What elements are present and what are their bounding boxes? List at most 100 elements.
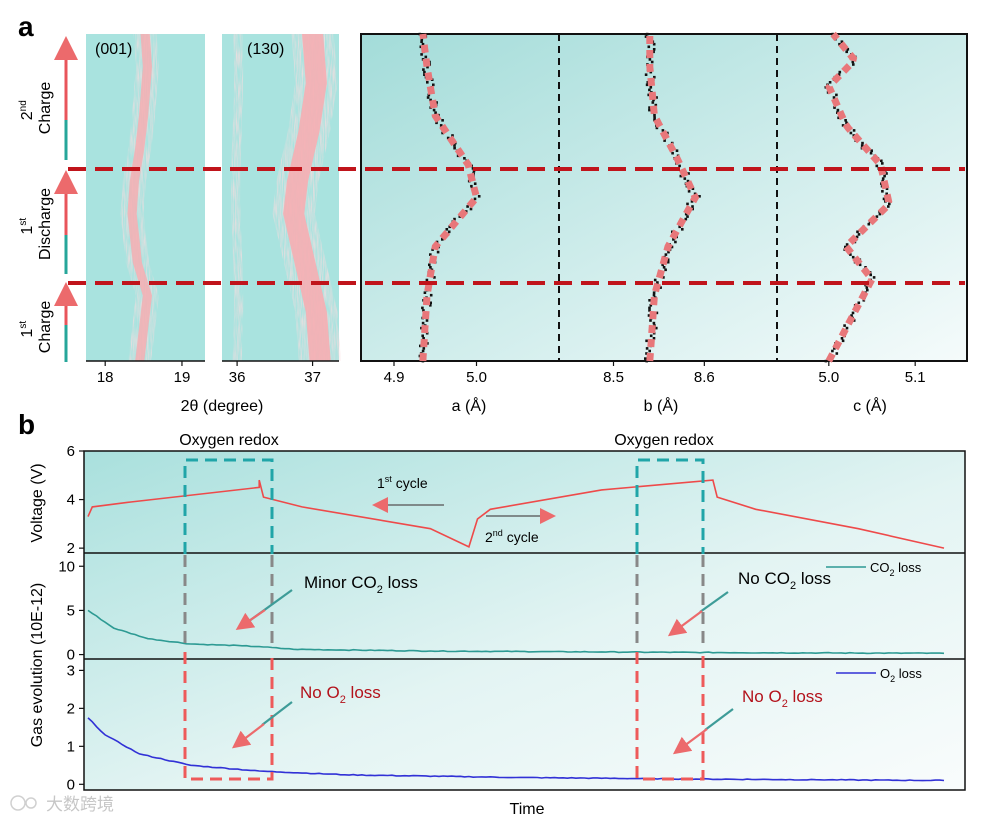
redox-box-1 (183, 458, 274, 781)
lattice-data-point (661, 129, 665, 132)
watermark-logo-icon (10, 795, 26, 811)
o2-annot-1: No O2 loss (300, 683, 381, 706)
voltage-axis: 2 4 6 (67, 443, 84, 557)
panel-b-letter: b (18, 409, 35, 440)
lattice-data-point (427, 93, 431, 97)
lattice-data-point (861, 141, 864, 145)
lattice-tick-label: 5.1 (905, 369, 926, 386)
redox-box-1-red (183, 652, 274, 781)
lattice-data-point (652, 50, 655, 54)
lattice-data-point (648, 306, 651, 310)
stage-label-num: 1 (19, 329, 36, 338)
lattice-data-point (667, 250, 670, 254)
lattice-panel: 4.9 5.0 8.5 8.6 5.0 5.1 (360, 31, 968, 386)
stage-label-1st-discharge: 1st Discharge (13, 188, 54, 260)
lattice-trend-line (646, 34, 700, 362)
lattice-data-point (881, 177, 885, 180)
lattice-data-point (832, 96, 836, 99)
lattice-data-point (421, 349, 425, 353)
lattice-xlabel-a: a (Å) (452, 396, 487, 415)
o2-axis: 0 1 2 3 (67, 662, 84, 793)
lattice-data-point (421, 334, 424, 338)
lattice-data-point (664, 253, 668, 256)
lattice-data-point (698, 195, 701, 198)
lattice-data-point (851, 60, 855, 64)
lattice-data-point (852, 129, 856, 132)
co2-annot-1: Minor CO2 loss (304, 573, 418, 596)
lattice-data-point (469, 207, 473, 211)
lattice-data-point (858, 263, 862, 267)
lattice-data-point (653, 75, 656, 79)
lattice-data-point (831, 32, 834, 36)
lattice-data-point (662, 276, 665, 279)
stage-label-sup: st (18, 321, 29, 329)
lattice-data-point (453, 144, 456, 147)
xrd-130-peak-right-core (283, 34, 331, 361)
lattice-data-point (422, 309, 425, 312)
lattice-data-point (851, 311, 855, 315)
redox-box-2-grey (635, 555, 705, 650)
o2-annot-2-sub: 2 (782, 698, 788, 710)
lattice-data-point (659, 286, 662, 289)
lattice-data-point (885, 172, 888, 175)
lattice-data-point (421, 306, 424, 310)
lattice-data-point (439, 124, 443, 127)
co2-annot-2-pre: No CO (738, 569, 790, 588)
lattice-data-point (447, 230, 451, 234)
xrd-001-peak-band (120, 34, 159, 361)
co2-annot-2-arrowhead-line (667, 610, 703, 637)
lattice-data-point (831, 349, 834, 353)
redox-label-2: Oxygen redox (614, 432, 714, 449)
xrd-panel-001: (001) 18 19 (86, 34, 205, 386)
lattice-data-point (649, 86, 653, 89)
voltage-axis-tick-label: 4 (67, 492, 75, 509)
voltage-axis-tick-label: 6 (67, 443, 75, 460)
cycle-1-num: 1 (377, 475, 385, 491)
lattice-data-point (645, 32, 649, 36)
o2-annot-2-arrow (704, 708, 734, 731)
co2-annot-2-arrow (699, 591, 729, 613)
lattice-data-point (435, 101, 438, 104)
lattice-data-point (878, 212, 882, 216)
lattice-data-point (426, 65, 429, 69)
co2-axis-tick-label: 10 (58, 558, 75, 575)
xrd-130-label: (130) (247, 41, 284, 58)
lattice-data-point (652, 291, 656, 294)
cycle-2-sup: nd (493, 528, 503, 538)
lattice-data-point (840, 40, 844, 43)
co2-legend-sub: 2 (890, 568, 895, 578)
lattice-data-point (852, 63, 855, 66)
lattice-data-point (664, 268, 667, 272)
lattice-data-point (684, 217, 688, 221)
lattice-data-point (421, 359, 425, 363)
lattice-data-point (451, 134, 454, 137)
lattice-data-point (835, 352, 839, 355)
lattice-data-point (652, 42, 656, 46)
lattice-data-point (855, 235, 859, 239)
lattice-data-point (649, 70, 653, 74)
lattice-data-point (429, 301, 432, 305)
lattice-data-point (675, 149, 679, 152)
lattice-axes: 4.9 5.0 8.5 8.6 5.0 5.1 (384, 361, 926, 386)
lattice-data-point (683, 177, 687, 180)
lattice-tick-label: 8.5 (603, 369, 624, 386)
o2-annot-1-arrowhead-line (231, 723, 265, 749)
lattice-data-point (477, 195, 481, 198)
co2-annot-2-post: loss (796, 569, 831, 588)
o2-legend-post: loss (895, 666, 922, 681)
watermark-text: 大数跨境 (46, 795, 114, 814)
lattice-data-point (828, 81, 832, 84)
lattice-data-point (648, 58, 652, 61)
panel-a-letter: a (18, 11, 34, 42)
lattice-data-point (429, 253, 432, 256)
lattice-data-point (856, 230, 859, 234)
lattice-data-point (655, 326, 658, 330)
co2-annot-1-pre: Minor CO (304, 573, 377, 592)
lattice-data-point (880, 159, 883, 163)
o2-legend-pre: O (880, 666, 890, 681)
lattice-data-point (824, 359, 828, 363)
stage-arrows (54, 36, 78, 362)
lattice-data-point (645, 347, 649, 350)
lattice-data-point (690, 200, 694, 203)
lattice-data-point (872, 276, 876, 279)
